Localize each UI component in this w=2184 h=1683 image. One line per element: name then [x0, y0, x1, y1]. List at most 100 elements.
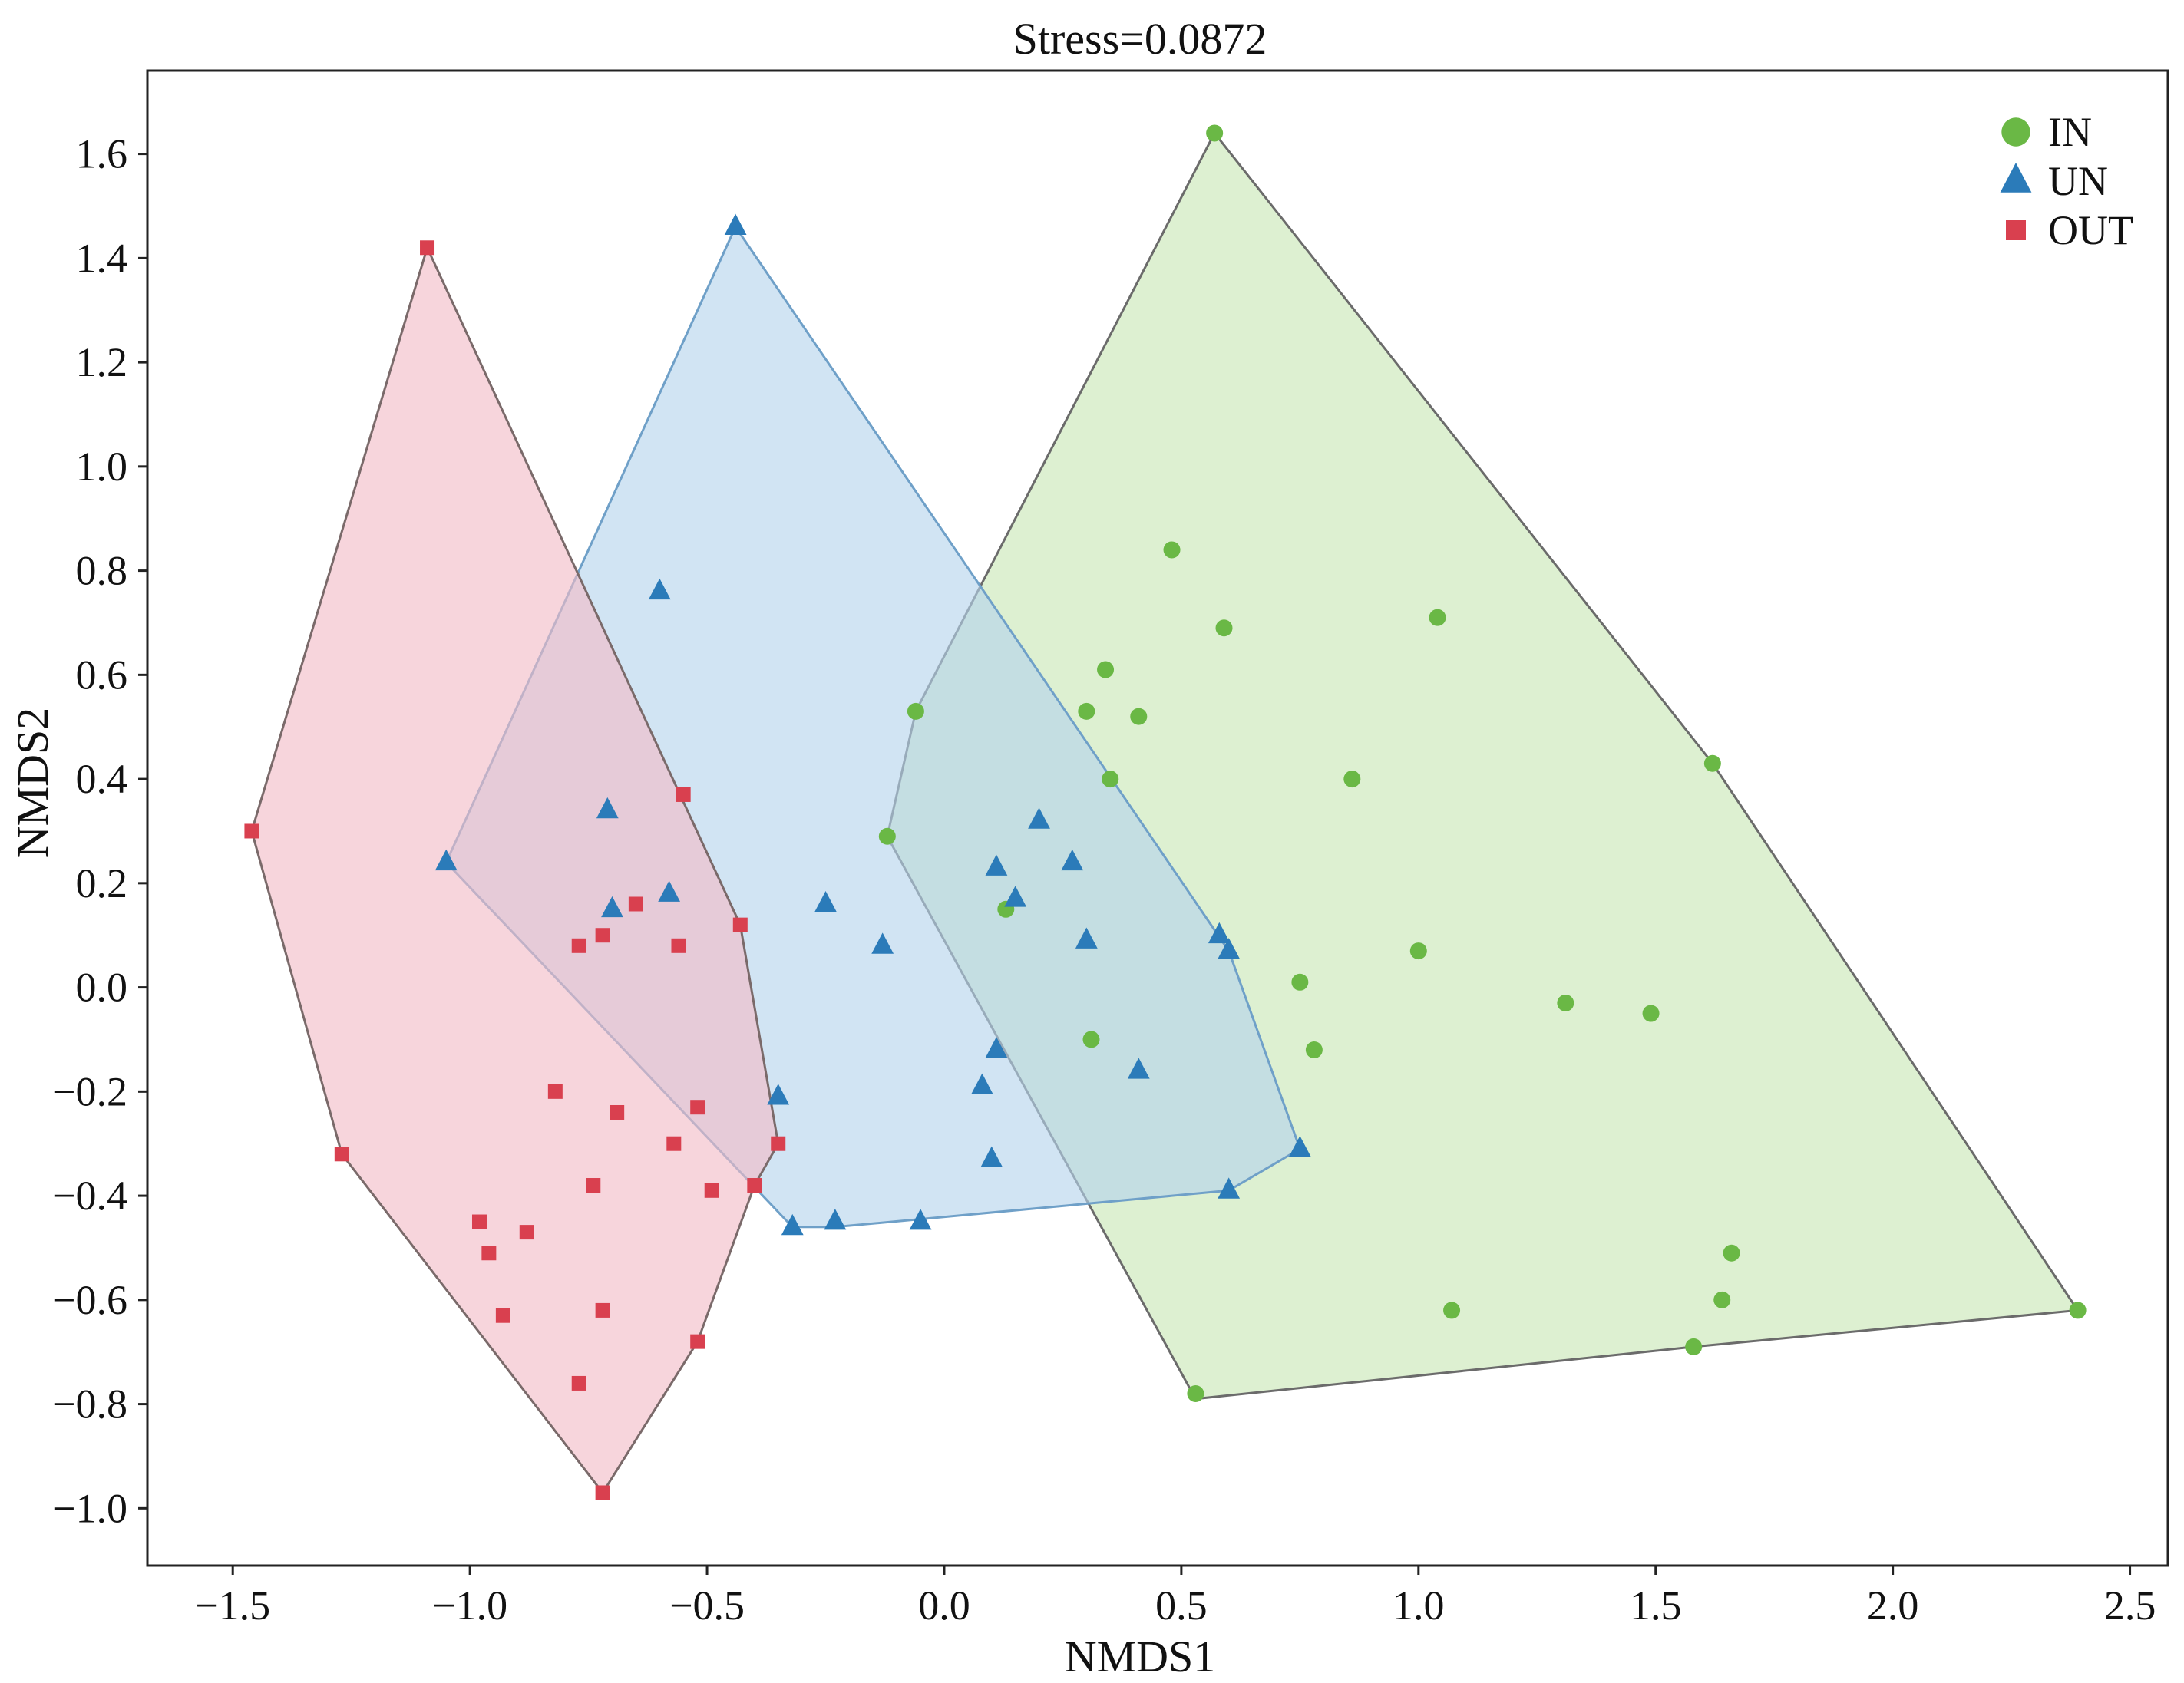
- point-un: [970, 1073, 993, 1094]
- point-in: [1703, 754, 1721, 772]
- point-out: [334, 1147, 349, 1162]
- point-out: [471, 1214, 487, 1229]
- point-un: [434, 849, 458, 871]
- y-tick-label: 1.4: [76, 235, 128, 281]
- x-axis-title: NMDS1: [1065, 1632, 1216, 1681]
- x-tick-label: −1.0: [432, 1582, 507, 1629]
- point-un: [1288, 1136, 1311, 1157]
- point-out: [628, 896, 643, 912]
- point-un: [1127, 1058, 1150, 1079]
- point-in: [1642, 1005, 1660, 1022]
- point-in: [1163, 541, 1181, 559]
- point-un: [1061, 849, 1084, 871]
- point-un: [601, 896, 623, 918]
- point-in: [1343, 771, 1361, 788]
- point-in: [1130, 708, 1148, 725]
- point-out: [771, 1136, 786, 1151]
- point-out: [666, 1136, 682, 1151]
- point-in: [907, 702, 924, 720]
- point-un: [980, 1146, 1003, 1167]
- point-un: [767, 1084, 790, 1105]
- x-axis: −1.5 −1.0 −0.5 0.0 0.5 1.0 1.5 2.0 2.5: [195, 1566, 2156, 1629]
- point-out: [420, 240, 435, 256]
- point-out: [704, 1183, 719, 1198]
- point-out: [690, 1100, 705, 1115]
- point-out: [747, 1178, 762, 1193]
- point-in: [1097, 661, 1115, 678]
- y-tick-label: 1.0: [76, 444, 128, 490]
- hull-layer: [250, 130, 2080, 1495]
- point-out: [586, 1178, 601, 1193]
- x-tick-label: 2.5: [2104, 1582, 2156, 1629]
- point-in: [878, 827, 896, 845]
- point-in: [1685, 1338, 1703, 1355]
- point-in: [1305, 1041, 1323, 1059]
- y-tick-label: 0.6: [76, 652, 128, 698]
- y-tick-label: 0.4: [76, 756, 128, 802]
- point-out: [671, 938, 686, 953]
- y-tick-label: 0.2: [76, 860, 128, 906]
- point-un: [824, 1209, 847, 1230]
- point-un: [596, 797, 619, 819]
- point-in: [1078, 702, 1095, 720]
- legend-marker-in: [2001, 117, 2030, 147]
- point-in: [1557, 994, 1574, 1011]
- chart-title: Stress=0.0872: [1013, 14, 1267, 64]
- point-out: [244, 823, 259, 839]
- point-un: [1208, 922, 1231, 944]
- point-in: [1443, 1302, 1461, 1319]
- x-tick-label: −1.5: [195, 1582, 270, 1629]
- y-tick-label: 1.6: [76, 131, 128, 177]
- point-in: [1429, 609, 1446, 626]
- x-tick-label: 0.5: [1155, 1582, 1208, 1629]
- point-in: [1723, 1244, 1740, 1262]
- point-out: [732, 917, 748, 932]
- point-out: [519, 1225, 534, 1240]
- y-axis-title: NMDS2: [8, 708, 58, 859]
- point-in: [1215, 619, 1233, 637]
- point-out: [595, 1485, 610, 1500]
- legend-label-in: IN: [2048, 109, 2092, 155]
- point-out: [571, 938, 586, 953]
- legend-label-un: UN: [2048, 158, 2108, 204]
- x-tick-label: −0.5: [669, 1582, 745, 1629]
- point-un: [871, 932, 894, 954]
- point-un: [1075, 927, 1098, 949]
- point-un: [1218, 938, 1241, 959]
- point-out: [676, 787, 691, 802]
- point-in: [1082, 1031, 1100, 1048]
- point-in: [2069, 1302, 2087, 1319]
- point-out: [595, 1302, 610, 1318]
- y-tick-label: 0.8: [76, 548, 128, 594]
- point-out: [481, 1246, 497, 1261]
- point-out: [610, 1104, 625, 1120]
- point-un: [985, 854, 1008, 876]
- point-un: [1004, 886, 1027, 907]
- legend-label-out: OUT: [2048, 207, 2133, 253]
- point-un: [1218, 1177, 1241, 1199]
- point-un: [1028, 807, 1050, 829]
- point-out: [595, 928, 610, 943]
- point-in: [1206, 124, 1224, 142]
- point-in: [1187, 1385, 1204, 1403]
- point-out: [495, 1308, 510, 1323]
- x-tick-label: 1.5: [1630, 1582, 1682, 1629]
- point-out: [690, 1334, 705, 1349]
- y-tick-label: −0.2: [52, 1068, 127, 1114]
- y-tick-label: 0.0: [76, 965, 128, 1011]
- point-out: [547, 1084, 563, 1099]
- x-tick-label: 0.0: [918, 1582, 970, 1629]
- point-un: [658, 880, 681, 902]
- point-un: [781, 1213, 804, 1236]
- point-out: [571, 1375, 586, 1391]
- point-in: [1291, 973, 1309, 991]
- point-un: [814, 891, 837, 912]
- y-tick-label: 1.2: [76, 339, 128, 385]
- point-layer: [244, 124, 2087, 1500]
- y-tick-label: −0.4: [52, 1173, 127, 1219]
- legend-marker-un: [2000, 162, 2032, 193]
- y-tick-label: −0.6: [52, 1277, 127, 1323]
- point-in: [1713, 1291, 1731, 1308]
- point-un: [985, 1037, 1008, 1058]
- point-un: [909, 1209, 932, 1230]
